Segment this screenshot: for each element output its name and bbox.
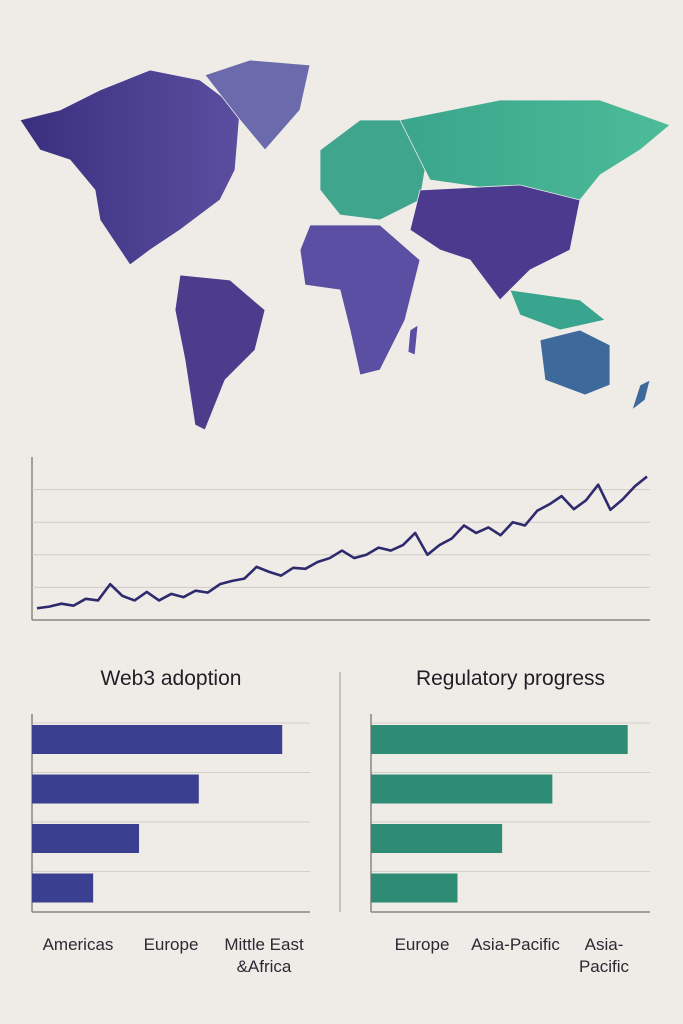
- x-tick-label: Asia-Pacific: [471, 935, 560, 954]
- chart-title: Regulatory progress: [415, 667, 606, 690]
- north-asia: [399, 99, 671, 201]
- bar: [32, 873, 94, 903]
- x-tick-label: Europe: [143, 935, 199, 954]
- bar: [32, 774, 199, 804]
- madagascar: [407, 324, 419, 356]
- greenland: [204, 59, 311, 151]
- bar: [371, 774, 553, 804]
- world-map: [19, 59, 671, 431]
- x-tick-label: Europe: [394, 935, 450, 954]
- chart-title: Web3 adoption: [100, 667, 242, 690]
- islands: [509, 289, 606, 331]
- australia: [539, 329, 611, 396]
- bar: [371, 873, 458, 903]
- south-america: [174, 274, 266, 431]
- x-tick-label: Asia-Pacific: [578, 935, 630, 976]
- x-tick-label: Americas: [42, 935, 114, 954]
- north-america: [19, 69, 241, 266]
- bar: [32, 725, 283, 754]
- bar: [32, 824, 140, 853]
- new-zealand: [631, 379, 651, 412]
- bar: [371, 725, 628, 754]
- bar: [371, 824, 503, 853]
- x-tick-label: Mittle East &Africa: [224, 935, 304, 976]
- south-asia: [409, 184, 581, 301]
- africa: [299, 224, 421, 376]
- line-series: [36, 475, 648, 610]
